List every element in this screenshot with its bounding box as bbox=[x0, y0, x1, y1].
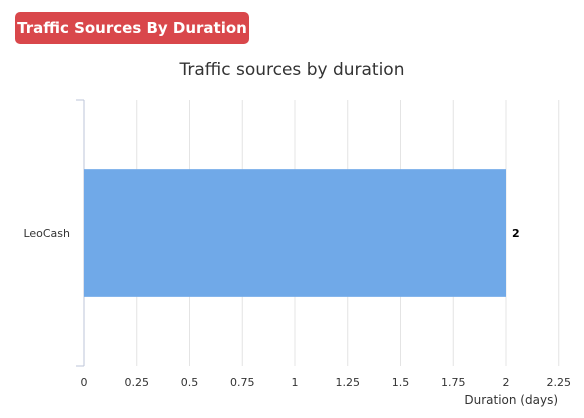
x-axis-title: Duration (days) bbox=[464, 393, 558, 407]
bars bbox=[84, 169, 506, 297]
x-tick-label: 1.5 bbox=[392, 376, 410, 389]
data-label: 2 bbox=[512, 227, 520, 240]
chart-title: Traffic sources by duration bbox=[179, 60, 405, 80]
x-tick-label: 0.25 bbox=[125, 376, 150, 389]
x-tick-label: 0.5 bbox=[181, 376, 199, 389]
section-badge: Traffic Sources By Duration bbox=[15, 12, 249, 44]
x-tick-label: 1.75 bbox=[441, 376, 466, 389]
category-label: LeoCash bbox=[23, 227, 70, 240]
x-tick-label: 2 bbox=[503, 376, 510, 389]
labels: 0 0.25 0.5 0.75 1 1.25 1.5 1.75 2 2.25 LeoCash 2 Dur… bbox=[23, 227, 571, 407]
axes bbox=[76, 99, 85, 367]
x-tick-label: 0.75 bbox=[230, 376, 255, 389]
x-tick-label: 0 bbox=[81, 376, 88, 389]
bar[interactable] bbox=[84, 169, 506, 297]
x-tick-label: 1 bbox=[292, 376, 299, 389]
x-tick-label: 1.25 bbox=[336, 376, 361, 389]
x-tick-label: 2.25 bbox=[547, 376, 572, 389]
